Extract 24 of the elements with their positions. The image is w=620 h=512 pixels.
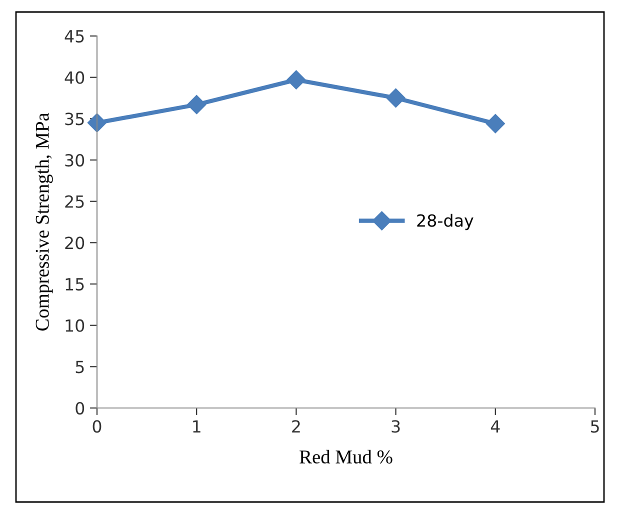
y-axis-title: Compressive Strength, MPa <box>35 112 53 331</box>
x-tick-label: 0 <box>92 420 102 433</box>
y-tick-label: 10 <box>66 319 84 332</box>
y-tick-label: 40 <box>64 71 84 84</box>
y-tick-label: 5 <box>76 360 84 374</box>
legend-label: 28-day <box>417 214 474 230</box>
x-tick-label: 1 <box>193 420 200 432</box>
point <box>486 114 505 134</box>
point <box>286 70 306 90</box>
y-tick-label: 45 <box>64 30 84 43</box>
x-tick-label: 5 <box>590 420 599 433</box>
y-tick-label: 35 <box>65 112 84 126</box>
y-tick-label: 20 <box>65 236 84 250</box>
y-tick-label: 15 <box>66 278 84 291</box>
x-tick-label: 3 <box>392 420 400 433</box>
y-tick-label: 30 <box>65 154 84 167</box>
y-tick-label: 0 <box>76 402 84 415</box>
point <box>386 88 406 108</box>
y-tick-label: 25 <box>65 195 84 208</box>
x-tick-label: 4 <box>490 420 500 432</box>
point <box>187 95 206 114</box>
x-tick-label: 2 <box>292 420 300 432</box>
point <box>87 113 107 132</box>
x-axis-title: Red Mud % <box>300 450 392 464</box>
